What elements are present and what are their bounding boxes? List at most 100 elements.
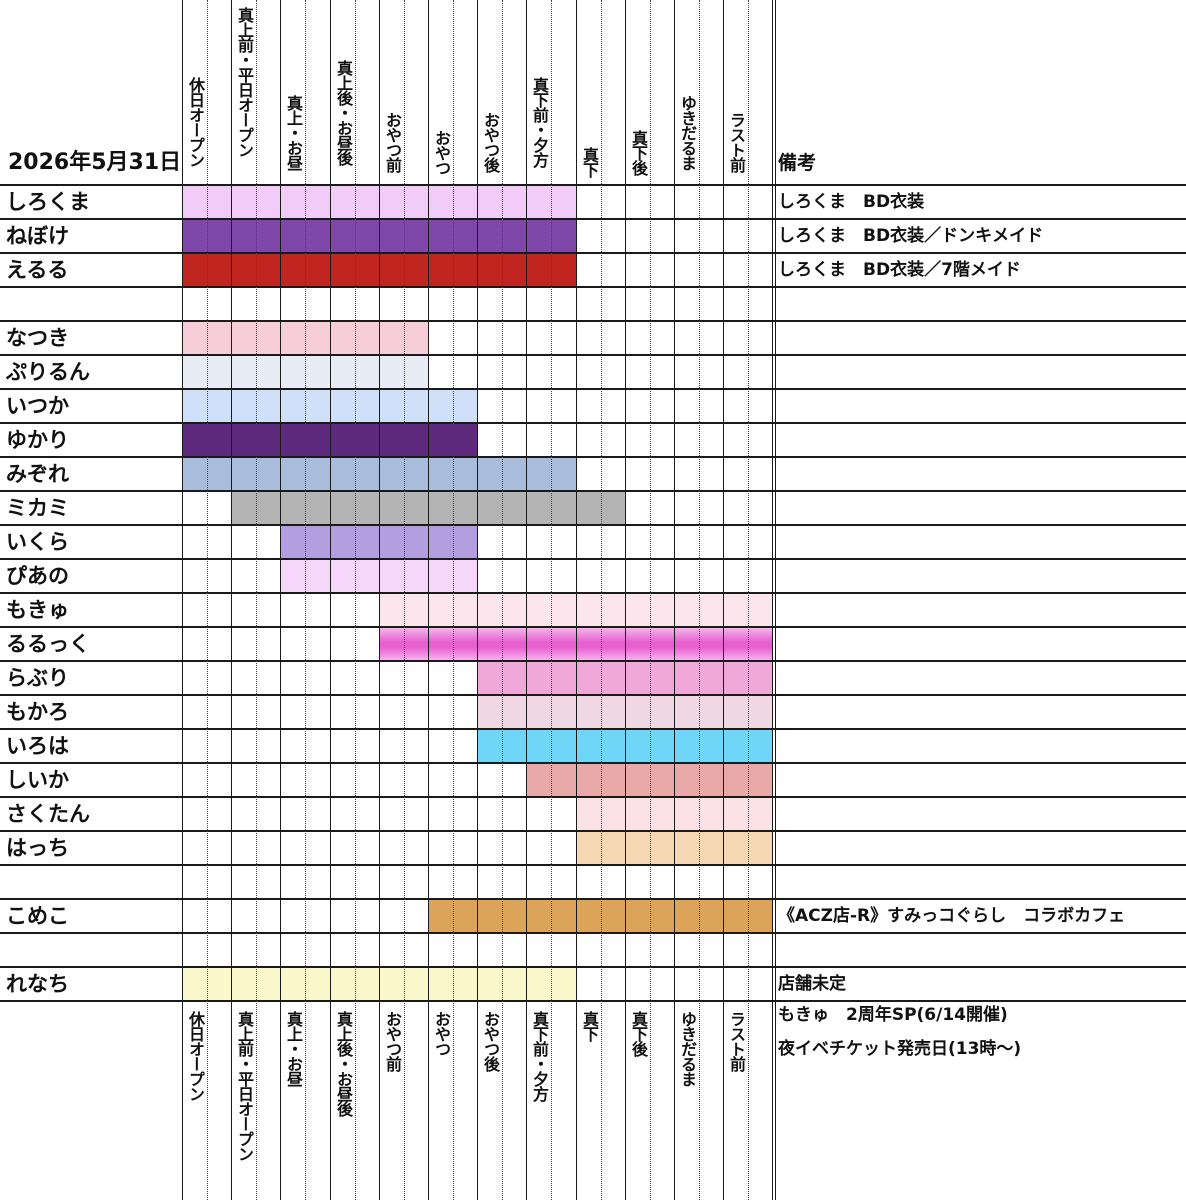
staff-name: ぴあの	[6, 564, 69, 588]
time-slot-header: 真上前・平日オープン	[235, 7, 254, 157]
staff-name: いろは	[6, 734, 69, 758]
row-divider	[0, 966, 1186, 968]
column-divider	[379, 0, 380, 1200]
staff-name: さくたん	[6, 802, 90, 826]
row-divider	[0, 762, 1186, 764]
time-slot-footer: おやつ	[432, 1011, 451, 1056]
row-divider	[0, 456, 1186, 458]
time-slot-header: 休日オープン	[186, 77, 205, 167]
time-slot-header: 真下	[580, 147, 599, 177]
half-column-divider	[601, 0, 602, 1200]
time-slot-footer: 真下前・夕方	[530, 1011, 549, 1101]
column-divider	[182, 0, 183, 1200]
column-divider	[428, 0, 429, 1200]
row-divider	[0, 830, 1186, 832]
row-divider	[0, 490, 1186, 492]
row-divider	[0, 218, 1186, 220]
time-slot-header: 真下後	[629, 129, 648, 175]
column-divider	[576, 0, 577, 1200]
half-column-divider	[207, 0, 208, 1200]
staff-name: ねぼけ	[6, 224, 69, 248]
column-divider	[330, 0, 331, 1200]
shift-bar	[379, 627, 772, 661]
staff-name: もかろ	[6, 700, 69, 724]
staff-name: いくら	[6, 530, 69, 554]
staff-name: えるる	[6, 258, 69, 282]
row-divider	[0, 184, 1186, 186]
staff-name: みぞれ	[6, 462, 69, 486]
row-divider	[0, 626, 1186, 628]
row-divider	[0, 864, 1186, 866]
row-divider	[0, 354, 1186, 356]
time-slot-footer: 真下後	[629, 1011, 648, 1056]
row-divider	[0, 252, 1186, 254]
staff-name: しいか	[6, 768, 69, 792]
shift-bar	[280, 559, 477, 593]
staff-name: ゆかり	[6, 428, 69, 452]
time-slot-header: 真上後・お昼後	[334, 59, 353, 165]
staff-name: いつか	[6, 394, 69, 418]
row-divider	[0, 694, 1186, 696]
staff-name: れなち	[6, 972, 69, 996]
half-column-divider	[699, 0, 700, 1200]
row-divider	[0, 558, 1186, 560]
staff-remark: しろくま BD衣装／7階メイド	[778, 260, 1021, 280]
staff-name: もきゅ	[6, 598, 69, 622]
footer-note: もきゅ 2周年SP(6/14開催)	[778, 1005, 1008, 1025]
half-column-divider	[305, 0, 306, 1200]
staff-name: はっち	[6, 836, 69, 860]
time-slot-header: 真上・お昼	[284, 94, 303, 170]
column-divider	[625, 0, 626, 1200]
row-divider	[0, 524, 1186, 526]
row-divider	[0, 286, 1186, 288]
time-slot-header: おやつ	[432, 129, 451, 175]
staff-name: ミカミ	[6, 496, 69, 520]
column-divider	[775, 0, 776, 1200]
shift-bar	[280, 525, 477, 559]
time-slot-footer: 真上前・平日オープン	[235, 1011, 254, 1161]
time-slot-footer: ラスト前	[727, 1011, 746, 1071]
staff-name: しろくま	[6, 190, 90, 214]
remarks-header: 備考	[778, 152, 817, 174]
time-slot-header: 真下前・夕方	[530, 77, 549, 167]
half-column-divider	[453, 0, 454, 1200]
staff-name: こめこ	[6, 904, 69, 928]
half-column-divider	[502, 0, 503, 1200]
time-slot-header: ラスト前	[727, 112, 746, 172]
row-divider	[0, 796, 1186, 798]
time-slot-footer: おやつ後	[481, 1011, 500, 1071]
column-divider	[280, 0, 281, 1200]
row-divider	[0, 728, 1186, 730]
column-divider	[526, 0, 527, 1200]
column-divider	[477, 0, 478, 1200]
half-column-divider	[256, 0, 257, 1200]
time-slot-header: おやつ前	[383, 112, 402, 172]
row-divider	[0, 320, 1186, 322]
half-column-divider	[404, 0, 405, 1200]
staff-name: なつき	[6, 326, 69, 350]
time-slot-header: ゆきだるま	[678, 94, 697, 170]
half-column-divider	[650, 0, 651, 1200]
staff-remark: しろくま BD衣装	[778, 192, 925, 212]
staff-name: ぷりるん	[6, 360, 90, 384]
staff-name: るるっく	[6, 632, 90, 656]
column-divider	[674, 0, 675, 1200]
shift-bar	[526, 763, 772, 797]
row-divider	[0, 898, 1186, 900]
time-slot-footer: 真上後・お昼後	[334, 1011, 353, 1116]
time-slot-footer: 休日オープン	[186, 1011, 205, 1101]
half-column-divider	[748, 0, 749, 1200]
row-divider	[0, 388, 1186, 390]
staff-remark: しろくま BD衣装／ドンキメイド	[778, 226, 1044, 246]
row-divider	[0, 422, 1186, 424]
time-slot-footer: ゆきだるま	[678, 1011, 697, 1086]
row-divider	[0, 592, 1186, 594]
column-divider	[231, 0, 232, 1200]
staff-name: らぶり	[6, 666, 69, 690]
staff-remark: 《ACZ店-R》すみっコぐらし コラボカフェ	[778, 906, 1126, 926]
time-slot-footer: 真上・お昼	[284, 1011, 303, 1086]
row-divider	[0, 932, 1186, 934]
time-slot-footer: 真下	[580, 1011, 599, 1041]
schedule-date: 2026年5月31日	[8, 150, 182, 175]
